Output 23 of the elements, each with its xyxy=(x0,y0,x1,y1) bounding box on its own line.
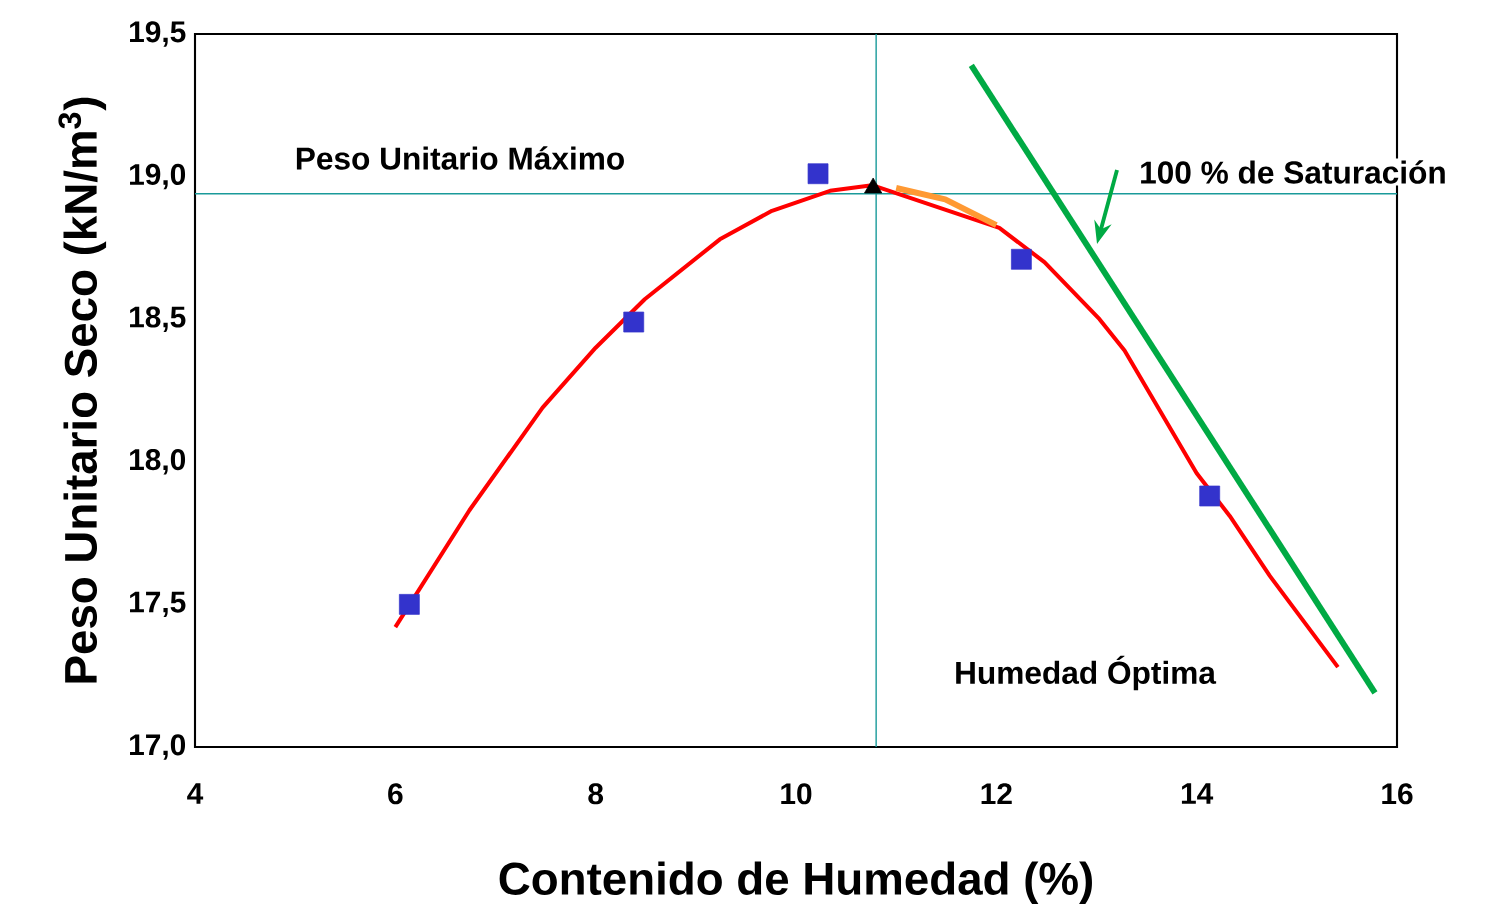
annotation: Humedad Óptima xyxy=(956,655,1217,691)
annotation: Peso Unitario Máximo xyxy=(296,146,624,170)
y-tick-label: 18,0 xyxy=(130,449,186,475)
y-tick-label: 19,0 xyxy=(130,163,186,190)
x-tick-label: 16 xyxy=(1382,783,1413,805)
x-tick-label: 10 xyxy=(781,783,812,805)
x-tick-label: 6 xyxy=(388,783,403,805)
point xyxy=(399,594,420,615)
y-axis-title: Peso Unitario Seco (kN/m$^{3}$) xyxy=(58,97,107,683)
x-tick-label: 12 xyxy=(981,783,1012,805)
annotation: 100 % de Saturación xyxy=(1141,160,1445,184)
point xyxy=(1199,485,1221,507)
x-tick-label: 8 xyxy=(588,783,604,805)
x-axis-title: Contenido de Humedad (%) xyxy=(499,861,1092,904)
y-tick-label: 17,0 xyxy=(130,734,186,760)
y-tick-label: 18,5 xyxy=(130,306,186,332)
y-tick-label: 17,5 xyxy=(130,591,186,617)
point xyxy=(1011,248,1032,270)
point xyxy=(623,311,645,333)
y-tick-label: 19,5 xyxy=(130,21,186,47)
x-tick-label: 14 xyxy=(1181,783,1214,804)
x-tick-label: 4 xyxy=(187,783,204,804)
point xyxy=(807,163,829,185)
